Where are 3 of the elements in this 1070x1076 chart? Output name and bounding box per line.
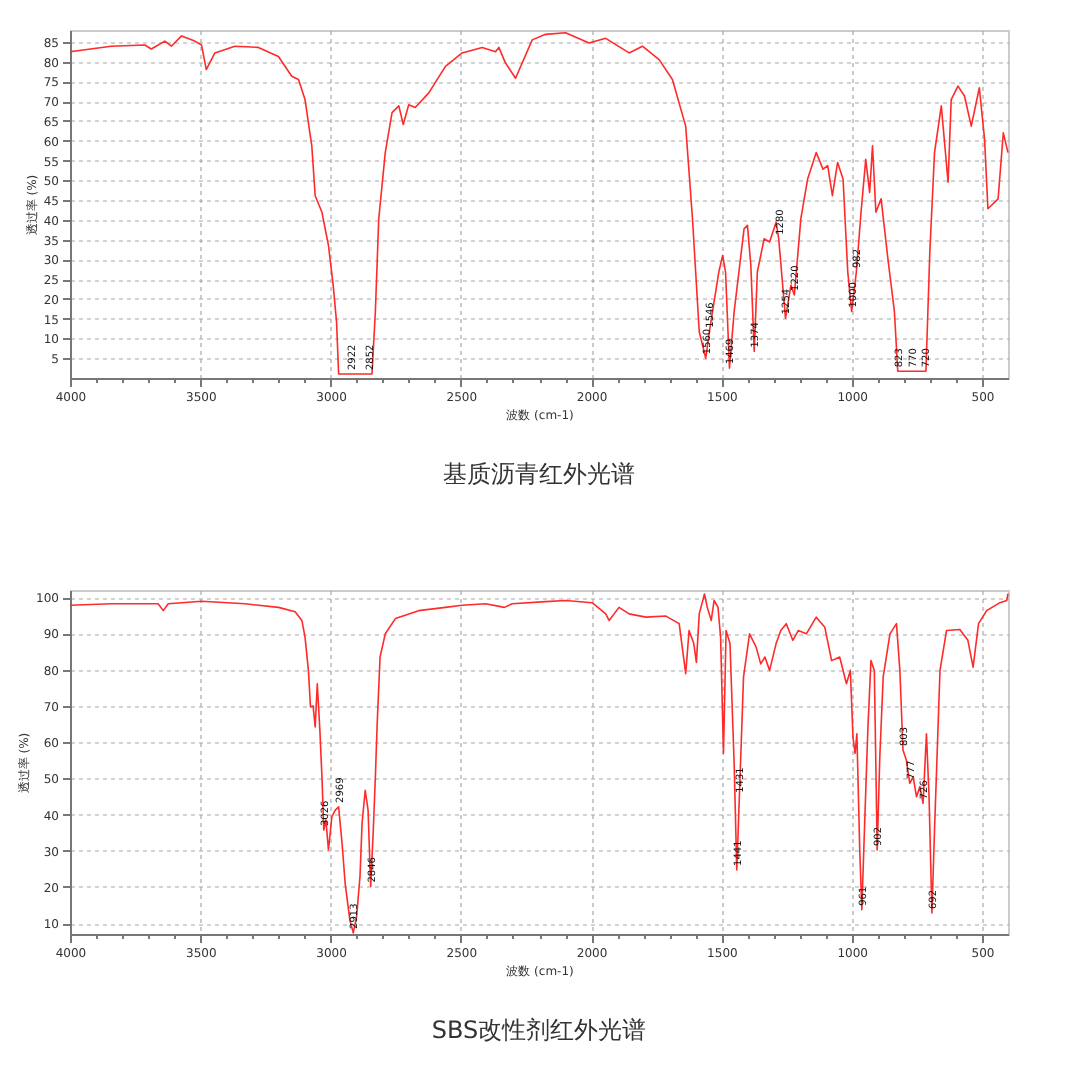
text: 基质沥青红外光谱 (443, 460, 635, 488)
text: SBS改性剂红外光谱 (431, 1016, 647, 1044)
line-series (69, 31, 1009, 375)
